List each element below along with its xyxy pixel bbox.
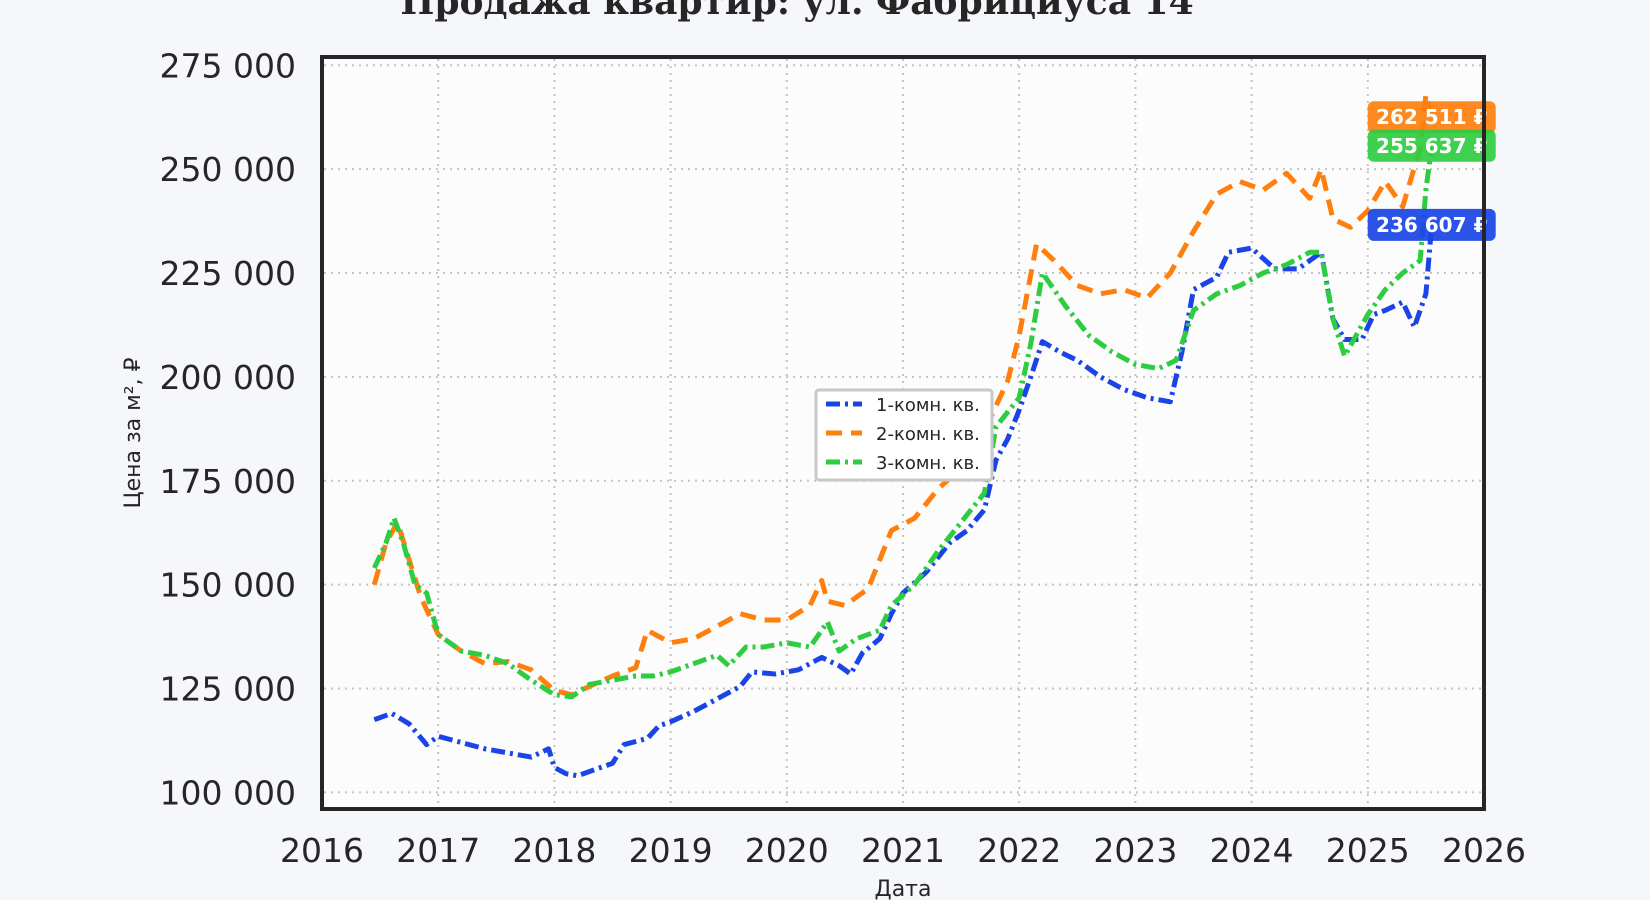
- y-tick-label: 100 000: [160, 773, 296, 812]
- end-value-badge: 255 637 ₽: [1367, 129, 1496, 162]
- badge-value: 262 511 ₽: [1376, 105, 1487, 129]
- x-axis-ticks: 2016 2017 2018 2019 2020 2021 2022 2023 2024 2025…: [280, 831, 1526, 870]
- x-tick-label: 2016: [280, 831, 364, 870]
- y-tick-label: 250 000: [160, 150, 296, 189]
- series-line-2-комн-кв: [371, 91, 1435, 698]
- grid: [324, 59, 1482, 807]
- x-tick-label: 2020: [745, 831, 829, 870]
- legend: 1-комн. кв. 2-комн. кв. 3-комн. кв.: [814, 388, 994, 482]
- x-tick-label: 2026: [1442, 831, 1526, 870]
- y-axis-ticks: 100 000 125 000 150 000 175 000 200 000 225 0…: [160, 46, 296, 812]
- x-tick-label: 2017: [396, 831, 480, 870]
- y-axis-label: Цена за м², ₽: [121, 357, 146, 508]
- badge-background: [1367, 101, 1496, 134]
- x-axis-label: Дата: [875, 877, 932, 900]
- chart-title: Продажа квартир: ул. Фабрициуса 14: [400, 0, 1193, 23]
- legend-label: 3-комн. кв.: [876, 453, 980, 474]
- x-tick-label: 2025: [1326, 831, 1410, 870]
- y-tick-label: 275 000: [160, 46, 296, 85]
- legend-label: 2-комн. кв.: [876, 424, 980, 445]
- plot-frame: [320, 55, 1486, 811]
- x-tick-label: 2024: [1210, 831, 1294, 870]
- x-tick-label: 2018: [512, 831, 596, 870]
- y-tick-label: 125 000: [160, 670, 296, 709]
- badge-value: 236 607 ₽: [1376, 213, 1487, 237]
- y-tick-label: 150 000: [160, 566, 296, 605]
- badge-background: [1367, 129, 1496, 162]
- legend-label: 1-комн. кв.: [876, 395, 980, 416]
- legend-box: [814, 388, 994, 482]
- x-tick-label: 2023: [1093, 831, 1177, 870]
- series-lines: [371, 91, 1435, 779]
- x-tick-label: 2021: [861, 831, 945, 870]
- end-value-badge: 262 511 ₽: [1367, 101, 1496, 134]
- badge-background: [1367, 208, 1496, 241]
- x-tick-label: 2022: [977, 831, 1061, 870]
- y-tick-label: 225 000: [160, 254, 296, 293]
- y-tick-label: 200 000: [160, 358, 296, 397]
- badge-value: 255 637 ₽: [1376, 134, 1487, 158]
- end-value-badge: 236 607 ₽: [1367, 208, 1496, 241]
- x-tick-label: 2019: [629, 831, 713, 870]
- series-line-3-комн-кв: [372, 145, 1435, 700]
- y-tick-label: 175 000: [160, 462, 296, 501]
- end-value-badges: 236 607 ₽ 262 511 ₽ 255 637 ₽: [1367, 101, 1496, 241]
